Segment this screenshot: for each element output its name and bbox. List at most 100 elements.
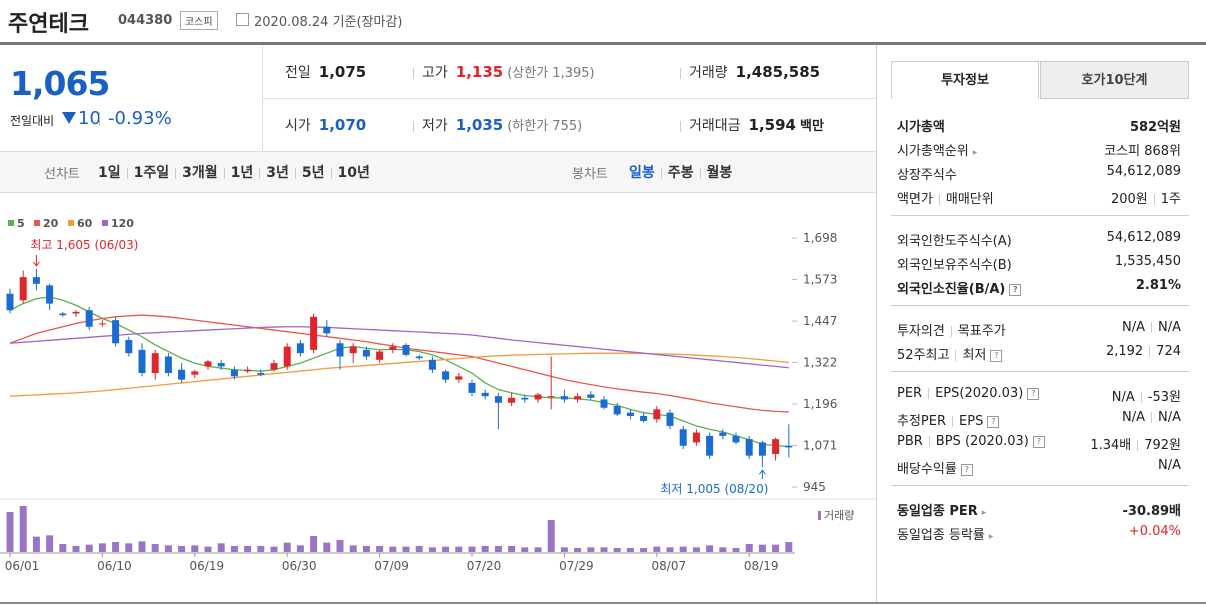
period-option[interactable]: 주봉 [667,165,694,181]
y-tick-label: 1,322 [803,355,837,369]
period-option[interactable]: 월봉 [706,165,733,181]
volume-bar [389,546,397,552]
panel-tab[interactable]: 투자정보 [891,61,1039,99]
quote-note: (하한가 755) [507,119,583,134]
candle-body [217,363,225,367]
stock-name: 주연테크 [8,12,89,37]
section-rule [891,305,1189,306]
quote-label: 고가 [422,65,448,81]
info-value: -30.89배 [1123,500,1181,519]
candle-body [758,442,766,456]
candle-body [521,397,529,400]
change-rate: -0.93% [108,108,172,129]
volume-bar [349,545,357,552]
info-value: 코스피 868위 [1104,140,1181,159]
panel-tab[interactable]: 호가10단계 [1040,61,1189,99]
candle-body [442,371,450,380]
divider [262,45,263,151]
candle-body [547,396,555,398]
candle-body [415,356,423,359]
info-label: 상장주식수 [897,164,957,183]
candle-body [296,343,304,354]
candle-options: 일봉 주봉 월봉 [629,162,732,182]
info-label: 동일업종 PER ▸ [897,500,986,519]
info-value-part: 2.81% [1135,278,1181,293]
y-tick-label: 1,071 [803,438,837,452]
info-label-part: 시가총액 [897,120,945,135]
volume-bar [112,542,120,552]
volume-bar [692,547,700,552]
divider [952,416,954,427]
info-value-part: N/A [1122,410,1145,425]
section-rule [891,485,1189,486]
divider [413,120,414,132]
candle-body [336,343,344,357]
range-option[interactable]: 1주일 [133,165,170,181]
divider [680,120,681,132]
range-option[interactable]: 3개월 [182,165,218,181]
range-option[interactable]: 1일 [98,165,121,181]
info-label-part: 배당수익률 [897,462,957,477]
right-panel [876,45,1206,603]
volume-bar [534,547,542,552]
candle-body [151,353,159,374]
x-tick-label: 06/01 [5,559,40,573]
divider [660,167,662,179]
info-label-part: 액면가 [897,192,933,207]
volume-bar [587,547,595,552]
volume-bar [706,545,714,552]
candle-body [481,392,489,397]
volume-bar [178,546,186,552]
divider [928,388,930,399]
info-label-part: 투자의견 [897,324,945,339]
info-value-part: 1,535,450 [1114,254,1181,269]
candle-body [362,349,370,357]
toolbar-label: 봉차트 [572,167,608,182]
info-value-part: 코스피 868위 [1104,144,1181,159]
info-label-part: EPS [959,414,984,429]
candle-body [191,371,199,375]
info-label-part: PER [897,386,923,401]
candle-body [283,346,291,367]
volume-bar [494,546,502,552]
info-value: +0.04% [1129,524,1181,539]
market-badge: 코스피 [180,11,218,30]
range-option[interactable]: 5년 [301,165,325,181]
quote-label: 거래대금 [689,118,741,134]
volume-bar [455,546,463,552]
range-option[interactable]: 10년 [337,165,370,181]
volume-bar [6,512,14,552]
legend-label: 120 [111,217,134,230]
quote-item: 거래대금 1,594 백만 [680,115,824,135]
info-value-part: 582억원 [1129,120,1181,135]
divider [330,167,332,179]
candle-body [349,346,357,354]
range-option[interactable]: 3년 [266,165,289,181]
candle-body [600,399,608,408]
legend-swatch [8,220,14,226]
divider [1137,440,1139,451]
legend-label: 20 [43,217,59,230]
volume-bar [283,542,291,552]
info-label-part: 시가총액순위 [897,144,969,159]
y-tick-label: 1,447 [803,314,837,328]
info-label-part: 52주최고 [897,348,950,363]
current-price: 1,065 [10,64,110,103]
help-icon: ? [1027,387,1040,400]
volume-bar [125,543,133,552]
divider [680,67,681,79]
candle-body [46,285,54,304]
info-value: 582억원 [1130,116,1181,135]
quote-label: 전일 [285,65,311,81]
period-option[interactable]: 일봉 [629,165,655,181]
range-option[interactable]: 1년 [230,165,254,181]
volume-bar [296,545,304,552]
candle-body [85,310,93,327]
quote-item: 시가 1,070 [285,115,366,135]
volume-bar [560,547,568,552]
calendar-icon [236,13,249,26]
y-tick-label: 945 [803,480,826,494]
volume-bar [362,546,370,552]
divider [175,167,177,179]
candle-body [98,323,106,325]
